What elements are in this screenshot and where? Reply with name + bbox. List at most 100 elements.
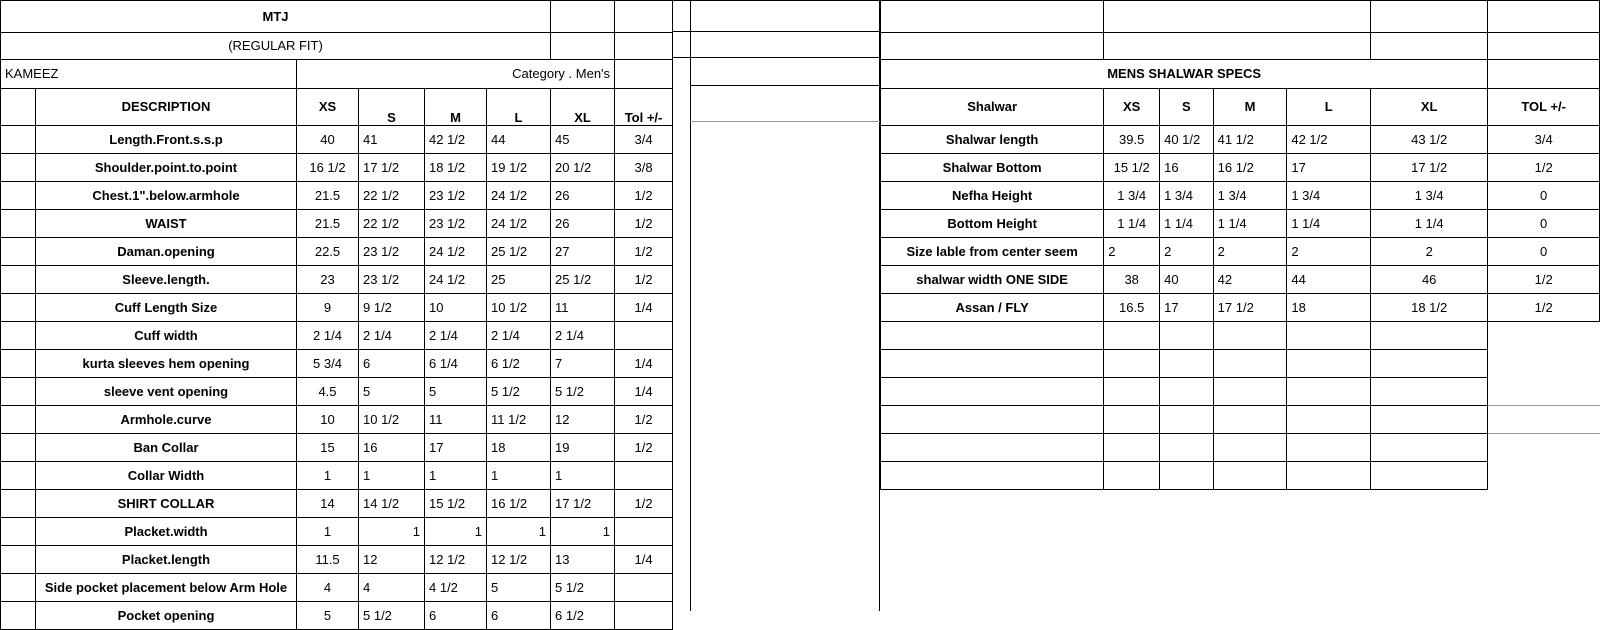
table-row: Cuff width 2 1/4 2 1/4 2 1/4 2 1/4 2 1/4 xyxy=(0,321,674,350)
row-description: Cuff Length Size xyxy=(35,293,297,322)
row-description: Length.Front.s.s.p xyxy=(35,125,297,154)
cell-xl: 5 1/2 xyxy=(550,573,616,602)
blank-cell xyxy=(1103,461,1161,490)
empty-row xyxy=(879,321,1600,350)
cell-xl: 20 1/2 xyxy=(550,153,616,182)
cell-m: 17 1/2 xyxy=(1212,293,1288,322)
row-gutter xyxy=(0,573,36,602)
cell-xl: 2 xyxy=(1370,237,1489,266)
column-header-l: L xyxy=(485,88,552,126)
row-gutter xyxy=(0,293,36,322)
cell-m: 17 xyxy=(424,433,487,462)
cell-tol xyxy=(614,573,674,602)
cell-l: 1 1/4 xyxy=(1286,209,1372,238)
cell-m: 2 1/4 xyxy=(424,321,487,350)
cell-xs: 21.5 xyxy=(296,209,359,238)
cell-xs: 2 xyxy=(1103,237,1161,266)
blank-cell xyxy=(1487,59,1600,89)
blank-cell xyxy=(1103,405,1161,434)
cell-xs: 11.5 xyxy=(296,545,359,574)
empty-row xyxy=(879,377,1600,406)
blank-cell xyxy=(1160,517,1214,544)
inter-table-gap-column xyxy=(673,0,880,611)
blank-cell xyxy=(1487,0,1600,33)
shalwar-blank-row-1 xyxy=(879,0,1600,33)
subtitle-row-tol-cell xyxy=(614,32,674,60)
gap-divider-line xyxy=(690,0,691,611)
cell-xs: 5 xyxy=(296,601,359,630)
cell-xs: 4.5 xyxy=(296,377,359,406)
cell-s: 4 xyxy=(358,573,425,602)
row-description: Assan / FLY xyxy=(879,293,1105,322)
blank-cell xyxy=(1212,349,1288,378)
cell-xs: 10 xyxy=(296,405,359,434)
blank-cell xyxy=(1488,322,1600,350)
cell-tol: 1/2 xyxy=(614,181,674,210)
blank-cell xyxy=(1370,433,1489,462)
table-row: Collar Width 1 1 1 1 1 xyxy=(0,461,674,490)
cell-xl: 17 1/2 xyxy=(550,489,616,518)
cell-s: 17 1/2 xyxy=(358,153,425,182)
cell-l: 10 1/2 xyxy=(485,293,552,322)
row-description: sleeve vent opening xyxy=(35,377,297,406)
blank-cell xyxy=(1213,490,1287,518)
cell-tol: 1/2 xyxy=(614,405,674,434)
blank-cell xyxy=(879,461,1105,490)
row-gutter xyxy=(0,601,36,630)
cell-m: 18 1/2 xyxy=(424,153,487,182)
cell-l: 6 xyxy=(485,601,552,630)
blank-cell xyxy=(1103,433,1161,462)
cell-s: 23 1/2 xyxy=(358,265,425,294)
blank-cell xyxy=(879,349,1105,378)
cell-xl: 46 xyxy=(1370,265,1489,294)
row-description: Shalwar length xyxy=(879,125,1105,154)
column-header-xs: XS xyxy=(296,88,359,126)
cell-m: 41 1/2 xyxy=(1212,125,1288,154)
cell-m: 6 xyxy=(424,601,487,630)
cell-l: 2 1/4 xyxy=(485,321,552,350)
table-row: shalwar width ONE SIDE 38 40 42 44 46 1/2 xyxy=(879,265,1600,294)
cell-xs: 39.5 xyxy=(1103,125,1161,154)
cell-s: 40 1/2 xyxy=(1159,125,1214,154)
blank-cell xyxy=(1103,349,1161,378)
row-description: kurta sleeves hem opening xyxy=(35,349,297,378)
column-header-m: M xyxy=(1212,88,1288,126)
cell-xs: 5 3/4 xyxy=(296,349,359,378)
table-row: Size lable from center seem 2 2 2 2 2 0 xyxy=(879,237,1600,266)
garment-row-tol-cell xyxy=(614,59,674,89)
cell-s: 16 xyxy=(358,433,425,462)
cell-l: 44 xyxy=(485,125,552,154)
row-description: Placket.length xyxy=(35,545,297,574)
blank-cell xyxy=(1286,405,1372,434)
cell-m: 1 3/4 xyxy=(1212,181,1288,210)
blank-cell xyxy=(879,433,1105,462)
blank-cell xyxy=(1103,377,1161,406)
cell-tol: 1/4 xyxy=(614,377,674,406)
cell-tol: 1/4 xyxy=(614,545,674,574)
cell-tol xyxy=(614,517,674,546)
cell-tol: 1/2 xyxy=(614,433,674,462)
cell-tol xyxy=(614,461,674,490)
cell-l: 6 1/2 xyxy=(485,349,552,378)
cell-m: 11 xyxy=(424,405,487,434)
blank-cell xyxy=(1488,517,1600,544)
title-row-spacer xyxy=(550,0,616,33)
cell-xs: 1 1/4 xyxy=(1103,209,1161,238)
row-description: Pocket opening xyxy=(35,601,297,630)
blank-cell xyxy=(1103,321,1161,350)
cell-s: 1 1/4 xyxy=(1159,209,1214,238)
document-title: MTJ xyxy=(0,0,552,33)
cell-m: 1 xyxy=(424,517,487,546)
cell-xs: 15 xyxy=(296,433,359,462)
cell-tol: 3/4 xyxy=(1487,125,1600,154)
cell-m: 42 xyxy=(1212,265,1288,294)
cell-xl: 43 1/2 xyxy=(1370,125,1489,154)
cell-xl: 26 xyxy=(550,181,616,210)
blank-cell xyxy=(879,321,1105,350)
cell-xs: 15 1/2 xyxy=(1103,153,1161,182)
blank-cell xyxy=(1371,490,1488,518)
cell-m: 16 1/2 xyxy=(1212,153,1288,182)
cell-tol: 1/2 xyxy=(614,265,674,294)
blank-cell xyxy=(1159,349,1214,378)
column-header-s: S xyxy=(358,88,425,126)
